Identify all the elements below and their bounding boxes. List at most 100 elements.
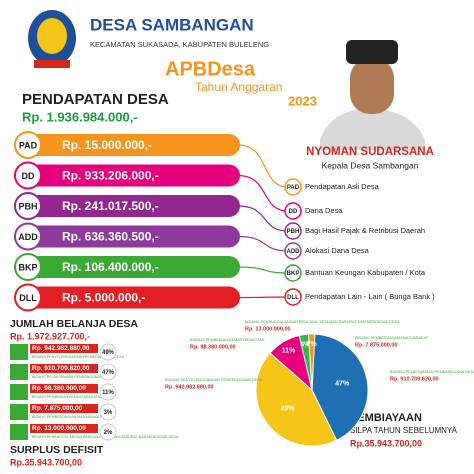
share-label: 47%: [102, 370, 115, 376]
share-badge: [99, 403, 117, 421]
apbdesa-year: 2023: [288, 93, 317, 108]
financing-title: PEMBIAYAAN: [350, 412, 422, 424]
logo: [28, 10, 76, 68]
pie-callout-amount: Rp. 942.982.880,00: [165, 384, 214, 390]
connector: [237, 174, 289, 212]
spend-amount-box: [30, 424, 98, 433]
surplus-title: SURPLUS DEFISIT: [10, 444, 104, 456]
financing-subtitle: SILPA TAHUN SEBELUMNYA: [350, 426, 458, 435]
income-pill: [16, 134, 240, 156]
income-pill: [16, 195, 240, 217]
spend-label: BIDANG PELAKSANAAN PEMBANGUNAN DESA: [32, 375, 114, 379]
income-pill: [16, 256, 240, 278]
pie-callout-label: BIDANG PENANGGULANGAN BENCANA, KEADAAN D…: [245, 320, 400, 324]
pie-callout-amount: Rp. 98.380.000,00: [190, 344, 236, 350]
share-label: 2%: [104, 430, 113, 436]
spending-title: JUMLAH BELANJA DESA: [10, 318, 138, 330]
connector: [237, 144, 289, 188]
connector: [237, 235, 289, 252]
header-title: DESA SAMBANGAN: [90, 15, 254, 34]
legend-badge: [284, 288, 302, 306]
share-badge: [99, 383, 117, 401]
legend-badge: [284, 242, 302, 260]
legend-label: Bagi Hasil Pajak & Retribusi Daerah: [305, 226, 425, 235]
financing-amount: Rp.35.943.700,00: [350, 438, 422, 448]
pie-callout-label: BIDANG PEMBERDAYAAN MASYARAKAT: [355, 336, 429, 340]
income-amount: Rp. 933.206.000,-: [62, 169, 159, 183]
spend-label: BIDANG PEMBINAAN KEMASYARAKATAN: [32, 395, 103, 399]
income-amount: Rp. 636.360.500,-: [62, 230, 159, 244]
share-badge: [99, 343, 117, 361]
connector: [237, 266, 289, 274]
legend-code: DLL: [287, 295, 299, 301]
share-label: 3%: [104, 410, 113, 416]
person-photo: [320, 40, 425, 150]
pie-slice: [255, 352, 338, 447]
income-code: PBH: [18, 201, 37, 211]
person-role: Kepala Desa Sambangan: [322, 160, 419, 170]
spend-amount: Rp. 910.709.820,00: [32, 365, 90, 372]
pie-slice: [311, 333, 369, 441]
legend-code: BKP: [287, 271, 300, 277]
spend-amount-box: [30, 364, 98, 373]
legend-label: Pendapatan Asli Desa: [305, 182, 380, 191]
share-label: 49%: [102, 350, 115, 356]
spend-label: BIDANG PEMBERDAYAAN MASYARAKAT: [32, 415, 102, 419]
legend-badge: [284, 202, 302, 220]
income-pill: [16, 164, 240, 187]
pie-callout-amount: Rp. 910.709.820,00: [390, 376, 439, 382]
pie-share: 47%: [335, 381, 350, 388]
pie-slice: [307, 333, 316, 391]
income-total: Rp. 1.936.984.000,-: [22, 109, 138, 124]
pie-callout-label: BIDANG PENYELENGGARAAN PEMERINTAHAN DESA: [165, 378, 263, 382]
connector: [237, 205, 289, 232]
income-amount: Rp. 5.000.000,-: [62, 291, 145, 305]
header-subtitle: KECAMATAN SUKASADA, KABUPATEN BULELENG: [90, 40, 269, 49]
income-code: PAD: [19, 140, 38, 150]
pie-share: 49%: [280, 406, 295, 413]
income-pill: [16, 225, 240, 248]
spend-amount: Rp. 942.982.880,00: [32, 345, 90, 352]
spending-total: Rp. 1.972.927.700,-: [10, 331, 90, 341]
spend-icon: [10, 424, 28, 440]
code-badge: [14, 161, 42, 190]
income-code: BKP: [18, 262, 37, 272]
pie-share: 3%: [300, 341, 311, 348]
surplus-amount: Rp.35.943.700,00: [10, 457, 82, 467]
person-name: NYOMAN SUDARSANA: [306, 146, 434, 158]
pie-callout-amount: Rp. 13.000.000,00: [245, 326, 291, 332]
income-code: ADD: [18, 232, 38, 242]
legend-code: ADD: [287, 249, 301, 255]
spend-icon: [10, 344, 28, 360]
legend-label: Dana Desa: [305, 206, 343, 215]
legend-label: Pendapatan Lain - Lain ( Bunga Bank ): [305, 292, 435, 301]
apbdesa-subtitle: Tahun Anggaran: [195, 80, 282, 94]
spend-amount-box: [30, 384, 98, 393]
income-amount: Rp. 15.000.000,-: [62, 138, 152, 152]
share-badge: [99, 363, 117, 381]
legend-label: Bantuan Keungan Kabupaten / Kota: [305, 268, 426, 277]
spend-label: BIDANG PENYELENGGARAAN PEMERINTAHAN DESA: [32, 355, 125, 359]
income-code: DD: [22, 171, 35, 181]
income-amount: Rp. 241.017.500,-: [62, 199, 159, 213]
share-badge: [99, 423, 117, 441]
spend-amount-box: [30, 404, 98, 413]
income-amount: Rp. 106.400.000,-: [62, 260, 159, 274]
pie-callout-label: BIDANG PEMBINAAN KEMASYARAKATAN: [190, 338, 265, 342]
income-pill: [16, 286, 240, 309]
code-badge: [14, 222, 42, 251]
pie-share: 2%: [307, 341, 318, 348]
pie-share: 11%: [282, 347, 296, 354]
code-badge: [14, 283, 42, 312]
spend-icon: [10, 404, 28, 420]
spend-amount: Rp. 7.875.000,00: [32, 405, 83, 412]
code-badge: [14, 192, 42, 220]
legend-badge: [284, 264, 302, 282]
income-title: PENDAPATAN DESA: [22, 91, 169, 108]
legend-code: PBH: [287, 229, 300, 235]
share-label: 11%: [102, 390, 114, 396]
legend-badge: [284, 178, 302, 196]
income-code: DLL: [19, 293, 37, 303]
spend-amount-box: [30, 344, 98, 353]
